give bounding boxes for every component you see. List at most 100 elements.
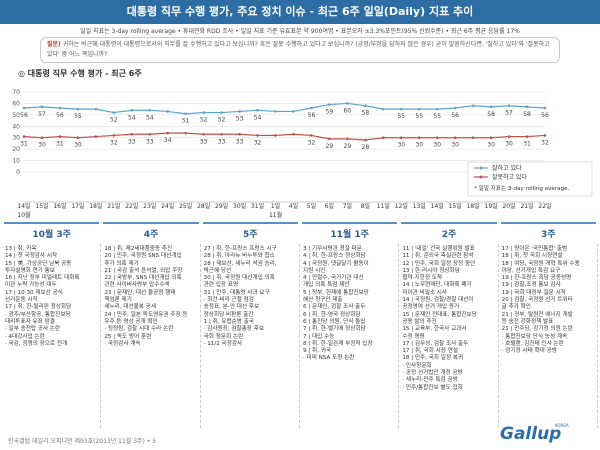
legend-marker: [479, 175, 483, 179]
data-point: [22, 106, 26, 110]
data-point: [328, 137, 331, 141]
data-point: [525, 135, 529, 138]
issue-item: · 민주/통합진보 별도 집회: [402, 384, 463, 391]
issue-item: 8 | 취, 한-일관계 부정적 입장: [303, 340, 373, 347]
data-point: [112, 111, 116, 114]
data-label: 53: [236, 115, 244, 122]
week-tab: 10월 3주: [4, 222, 100, 244]
data-label: 60: [344, 107, 352, 114]
y-tick-label: 50: [12, 112, 20, 119]
issue-item: · 공정 선거법안 개정 공방: [402, 370, 463, 377]
data-label: 30: [505, 141, 513, 148]
issue-item: · 국정감사 계속: [104, 340, 141, 347]
issue-item: 관련 사이버사령부 압수수색: [104, 282, 170, 289]
issue-item: · 미퍼 NSA 도청 논란: [303, 355, 355, 362]
data-point: [435, 136, 439, 140]
data-label: 56: [541, 112, 549, 119]
issue-item: 19 | 검찰,조경 통보 감사: [501, 282, 561, 289]
x-tick-label: 17일: [71, 202, 84, 210]
issue-item: 공용 발의 추진: [402, 318, 437, 325]
data-point: [292, 132, 295, 136]
data-label: 28: [362, 144, 370, 151]
data-point: [328, 103, 331, 106]
data-point: [382, 136, 385, 140]
data-label: 56: [56, 112, 64, 119]
x-tick-label: 23일: [143, 202, 156, 210]
issue-item: 17 | 취, 한-될리핀 정상회담: [5, 304, 72, 311]
data-point: [130, 108, 134, 112]
x-tick-label: 25일: [179, 202, 192, 210]
issue-item: 등 송전 강화정책 발표: [501, 318, 554, 325]
issue-item: 28 | 재보선, 새누리 석권 승리,: [203, 260, 277, 267]
issue-item: 12 | 민주, 국회 일정 장정 중단: [402, 260, 476, 267]
issue-item: 협약-지한정 도착: [402, 275, 443, 282]
data-point: [507, 104, 511, 108]
data-label: 31: [20, 141, 28, 148]
data-point: [274, 110, 277, 113]
data-label: 32: [308, 139, 316, 146]
issue-item: 28 | 취, 아라뉴 바누투와 합소: [203, 253, 275, 260]
data-point: [471, 136, 475, 140]
data-point: [453, 136, 457, 140]
approval-line-chart: 0 10 20 30 40 50 60 70 56 57 56 55 52 54 54 51 52 52 53 54 5…: [12, 89, 593, 219]
issue-item: · 인사청문회: [402, 362, 432, 369]
issue-item: · 일부 송전탑 공사 논란: [5, 326, 61, 333]
x-tick-label: 13일: [413, 202, 426, 210]
gallup-logo: Gallup: [500, 424, 562, 444]
data-label: 52: [110, 117, 118, 124]
data-point: [543, 106, 547, 110]
issue-item: 대리투표자 유죄 판결: [5, 318, 55, 325]
data-point: [382, 107, 385, 111]
data-point: [256, 134, 259, 137]
data-point: [417, 107, 421, 111]
issue-item: 23 | 문재인, 대선 불공정 행태: [104, 289, 176, 296]
data-point: [40, 136, 44, 140]
x-tick-label: 16일: [53, 202, 66, 210]
issue-item: 18 | 여당, 국정원 개혁 특위 수용: [501, 260, 580, 267]
x-tick-label: 4일: [289, 202, 298, 210]
data-point: [76, 107, 80, 111]
data-label: 54: [128, 114, 136, 121]
x-tick-label: 21일: [107, 202, 120, 210]
x-tick-label: 19일: [485, 202, 498, 210]
issue-item: 4 | 안철수, 국가기관 대선: [303, 275, 364, 282]
data-point: [76, 136, 80, 140]
data-point: [346, 137, 349, 141]
issue-item: · 최건-비리 근절 점검: [203, 297, 254, 304]
survey-question: 질문) 귀하는 박근혜 대통령이 대통령으로서의 직무를 잘 수행하고 있다고 …: [40, 37, 560, 63]
data-point: [525, 105, 529, 109]
month-label: 10월: [17, 211, 30, 219]
legend-label: 잘하고 있다: [492, 164, 522, 172]
issue-column: 13 | 취, 카옥 14 | 첫 국정감사 시작 15 | 美, 가상공단 남북 …: [2, 244, 102, 428]
x-tick-label: 18일: [89, 202, 102, 210]
data-point: [40, 105, 44, 109]
month-label: 11월: [269, 211, 282, 219]
data-label: 30: [415, 142, 423, 149]
x-tick-label: 18일: [467, 202, 480, 210]
question-text: 귀하는 박근혜 대통령이 대통령으로서의 직무를 잘 수행하고 있다고 보십니까…: [47, 41, 550, 58]
data-point: [220, 132, 223, 136]
week-tab: 3주: [500, 222, 596, 244]
data-point: [543, 134, 547, 137]
data-point: [417, 136, 421, 140]
data-label: 30: [433, 142, 441, 149]
issue-item: 27 | 취, 한-프랑스 프랑스 시구: [203, 246, 277, 252]
data-point: [148, 132, 152, 136]
issue-item: 19 | 한-프랑스 회담 공동성명: [501, 275, 572, 282]
data-label: 29: [326, 143, 334, 150]
data-label: 58: [487, 111, 495, 118]
data-label: 55: [74, 113, 82, 120]
issue-item: 송정표, 분-안 대선 후보: [203, 304, 260, 311]
data-label: 56: [308, 112, 316, 119]
issue-item: 4 | 취, 한-프랑스 정상회담: [303, 253, 366, 260]
data-label: 29: [344, 143, 352, 150]
issue-item: · 감사원장, 검찰총장 후보: [203, 326, 265, 333]
issue-item: 17 | 10.30 재보선 공식: [5, 289, 63, 296]
issue-column: 11 | '내일' 건국 실행위원 발표 11 | 취, 준외국 측실관련 참석 1…: [399, 244, 499, 428]
issue-item: 16 | 지난 정부 미얼래트 대화록: [5, 275, 80, 282]
data-point: [238, 110, 241, 113]
data-point: [184, 112, 187, 116]
issue-item: 15 | 교육부, 한국사 교과서: [402, 326, 467, 333]
issue-item: 3 | 기무사령관 경질 파문: [303, 246, 362, 252]
x-tick-label: 12일: [395, 202, 408, 210]
